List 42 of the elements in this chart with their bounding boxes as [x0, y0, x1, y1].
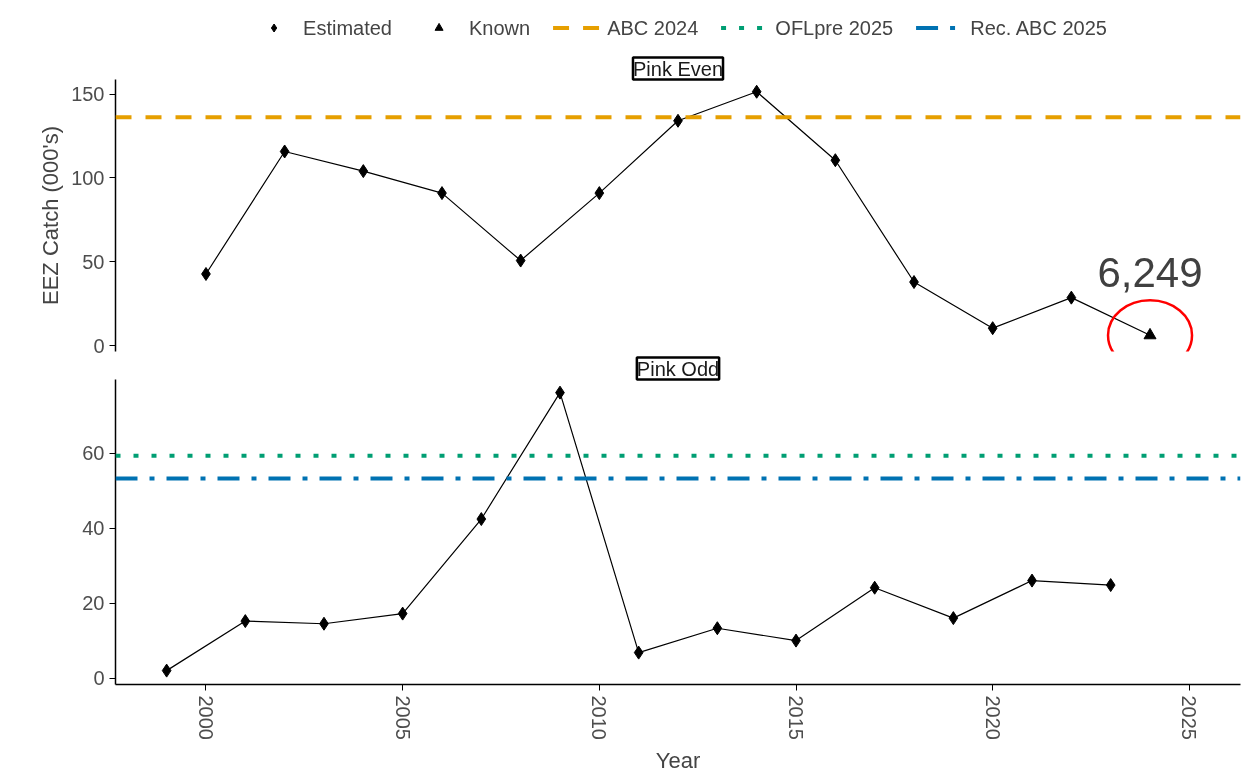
- chart-title: Pink Even: [632, 57, 724, 80]
- point: [751, 84, 762, 99]
- y-tick-label: 20: [82, 592, 105, 615]
- point: [1143, 327, 1157, 340]
- legend-label: Rec. ABC 2025: [970, 16, 1107, 39]
- point: [1066, 290, 1077, 305]
- y-tick-label: 50: [82, 250, 105, 273]
- point: [594, 186, 605, 201]
- x-tick-label: 2025: [1178, 695, 1201, 740]
- y-tick-label: 0: [93, 334, 105, 357]
- y-tick-label: 150: [71, 83, 105, 106]
- y-axis-title: EEZ Catch (000's): [38, 125, 64, 306]
- point: [633, 645, 644, 660]
- y-tick-label: 60: [82, 442, 105, 465]
- x-tick-label: 2000: [194, 695, 217, 740]
- legend-label: OFLpre 2025: [775, 16, 894, 39]
- point: [1105, 578, 1116, 593]
- legend-label: Estimated: [303, 16, 392, 39]
- chart-title: Pink Odd: [636, 357, 720, 380]
- x-tick-label: 2015: [785, 695, 808, 740]
- point: [987, 321, 998, 336]
- annotation: 6,249: [1097, 249, 1203, 297]
- legend-label: ABC 2024: [607, 16, 699, 39]
- x-axis-title: Year: [655, 747, 701, 773]
- point: [830, 153, 841, 168]
- point: [476, 512, 487, 527]
- point: [240, 614, 251, 629]
- point: [869, 580, 880, 595]
- x-tick-label: 2005: [391, 695, 414, 740]
- y-tick-label: 0: [93, 667, 105, 690]
- point: [397, 606, 408, 621]
- legend-label: Known: [469, 16, 531, 39]
- x-tick-label: 2010: [588, 695, 611, 740]
- point: [515, 253, 526, 268]
- x-tick-label: 2020: [981, 695, 1004, 740]
- y-tick-label: 40: [82, 517, 105, 540]
- point: [712, 621, 723, 636]
- point: [161, 663, 172, 678]
- point: [358, 164, 369, 179]
- y-tick-label: 100: [71, 167, 105, 189]
- point: [279, 144, 290, 159]
- point: [948, 611, 959, 626]
